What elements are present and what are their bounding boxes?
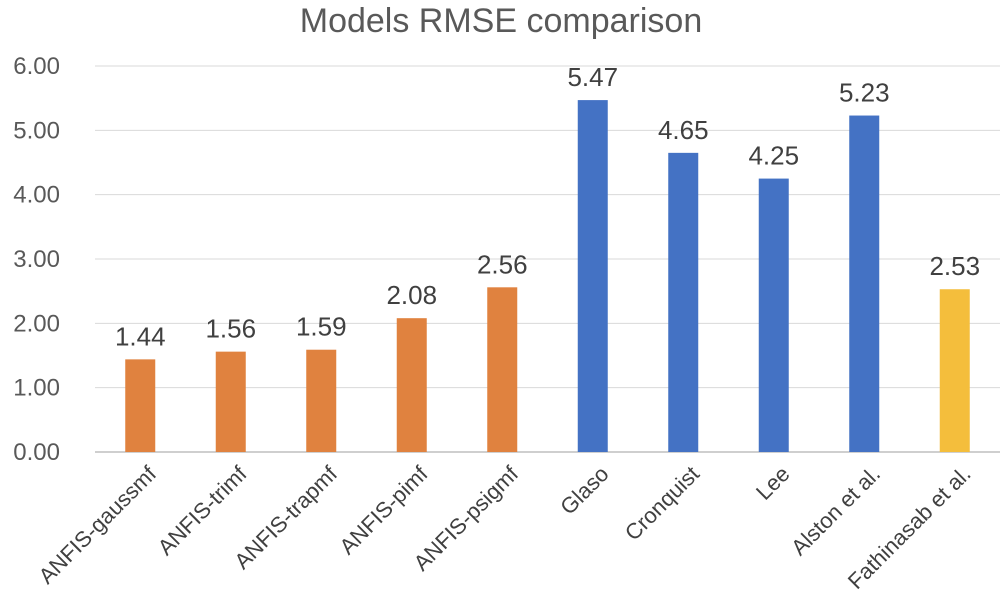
data-label: 4.65 bbox=[658, 115, 709, 145]
bar bbox=[215, 351, 246, 452]
data-label: 5.23 bbox=[839, 78, 890, 108]
y-tick-label: 1.00 bbox=[13, 375, 60, 402]
bar-layer bbox=[125, 100, 970, 453]
grid-layer bbox=[95, 65, 1000, 453]
data-label-layer: 1.44 1.56 1.59 2.08 2.56 5.47 4.65 4.25 5.23 2.53 bbox=[115, 62, 980, 351]
x-category-label: Lee bbox=[751, 461, 795, 505]
bar bbox=[396, 318, 427, 452]
bar bbox=[125, 359, 156, 452]
data-label: 5.47 bbox=[567, 62, 618, 92]
bar bbox=[306, 349, 337, 452]
x-category-label: Cronquist bbox=[620, 461, 704, 545]
x-category-label: Glaso bbox=[555, 461, 613, 519]
bar bbox=[849, 115, 880, 452]
bar bbox=[939, 289, 970, 452]
bar bbox=[487, 287, 518, 452]
y-axis-ticks: 0.00 1.00 2.00 3.00 4.00 5.00 6.00 bbox=[13, 53, 60, 466]
data-label: 1.59 bbox=[296, 312, 347, 342]
y-tick-label: 2.00 bbox=[13, 310, 60, 337]
data-label: 1.56 bbox=[205, 314, 256, 344]
x-category-label: ANFIS-pimf bbox=[335, 461, 434, 560]
x-category-label: ANFIS-trimf bbox=[153, 461, 253, 561]
bar bbox=[668, 152, 699, 452]
x-category-label: ANFIS-gaussmf bbox=[34, 461, 162, 589]
data-label: 2.08 bbox=[386, 280, 437, 310]
y-tick-label: 0.00 bbox=[13, 439, 60, 466]
data-label: 4.25 bbox=[748, 141, 799, 171]
y-tick-label: 5.00 bbox=[13, 117, 60, 144]
y-tick-label: 6.00 bbox=[13, 53, 60, 80]
bar bbox=[577, 100, 608, 452]
y-tick-label: 4.00 bbox=[13, 182, 60, 209]
data-label: 2.56 bbox=[477, 249, 528, 279]
data-label: 1.44 bbox=[115, 321, 166, 351]
data-label: 2.53 bbox=[929, 251, 980, 281]
x-category-label: Alston et al. bbox=[786, 461, 885, 560]
bar bbox=[758, 178, 789, 453]
chart-title: Models RMSE comparison bbox=[299, 2, 703, 40]
y-tick-label: 3.00 bbox=[13, 246, 60, 273]
x-axis-categories: ANFIS-gaussmfANFIS-trimfANFIS-trapmfANFI… bbox=[34, 461, 976, 594]
